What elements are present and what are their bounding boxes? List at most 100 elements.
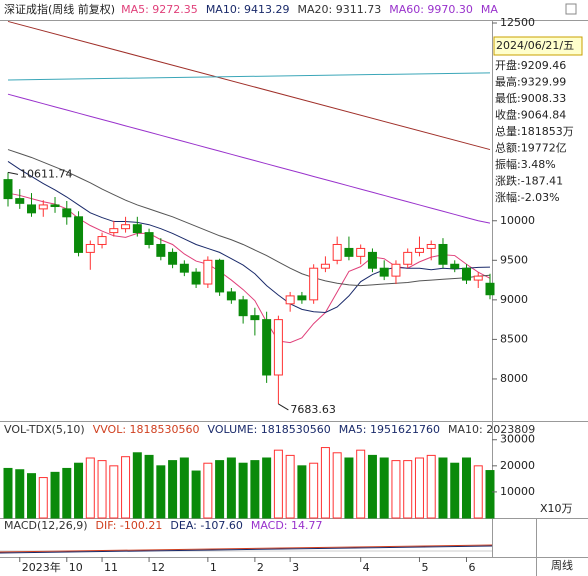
y-tick-label: 8000 <box>500 372 528 385</box>
info-row-bg <box>494 173 582 190</box>
macd-legend: DEA: -107.60 <box>170 519 242 532</box>
candle-body <box>285 295 295 305</box>
legend-entry: MA60: 9970.30 <box>389 3 473 16</box>
x-tick-label: 1 <box>210 561 217 574</box>
candle-body <box>121 224 131 230</box>
candle-body <box>168 251 178 265</box>
info-value: -187.41 <box>521 175 563 188</box>
annotation-arrow <box>278 403 289 411</box>
candle-body <box>15 198 25 204</box>
info-row-bg <box>494 140 582 157</box>
candle-body <box>367 251 377 269</box>
volume-bar <box>285 454 295 519</box>
candle-body <box>461 267 471 281</box>
candle-body <box>38 204 48 210</box>
volume-bar <box>226 457 236 519</box>
y-tick-label: 12500 <box>500 16 535 29</box>
info-label: 涨幅: <box>495 191 521 204</box>
volume-bar <box>132 452 142 519</box>
candle-body <box>344 247 354 257</box>
settings-button[interactable] <box>565 3 577 15</box>
long-ma-line <box>7 72 491 81</box>
x-tick-label: 5 <box>421 561 428 574</box>
info-label: 收盘: <box>495 108 521 122</box>
volume-bar <box>97 460 107 519</box>
volume-unit: X10万 <box>540 502 573 515</box>
candle-body <box>62 208 72 218</box>
volume-bar <box>27 473 37 519</box>
volume-y-tick-label: 10000 <box>500 485 535 498</box>
volume-bar <box>262 457 272 519</box>
info-value: 3.48% <box>521 158 556 171</box>
candle-body <box>262 319 272 376</box>
volume-bar <box>168 460 178 519</box>
volume-bar <box>426 454 436 519</box>
volume-bar <box>356 449 366 519</box>
x-tick-label: 2 <box>257 561 264 574</box>
volume-bar <box>215 460 225 519</box>
volume-bar <box>238 462 248 519</box>
info-label: 最低: <box>495 92 521 105</box>
candle-body <box>238 299 248 317</box>
annotation-label: 7683.63 <box>290 403 336 416</box>
volume-bar <box>438 457 448 519</box>
volume-bar <box>344 457 354 519</box>
volume-legend: MA5: 1951621760 <box>339 423 440 436</box>
candle-body <box>297 295 307 301</box>
info-value: 9064.84 <box>521 109 567 122</box>
candle-body <box>191 271 201 285</box>
candle-body <box>27 204 37 214</box>
period-label: 周线 <box>551 558 573 572</box>
candle-body <box>179 263 189 273</box>
macd-dif-sketch <box>0 544 493 553</box>
volume-bar <box>144 454 154 519</box>
volume-bar <box>485 470 495 519</box>
info-value: 181853万 <box>521 125 574 138</box>
y-tick-label: 8500 <box>500 332 528 345</box>
info-label: 总量: <box>495 124 521 138</box>
info-value: 9329.99 <box>521 76 567 89</box>
volume-bar <box>391 460 401 519</box>
candle-body <box>273 319 283 376</box>
y-tick-label: 9000 <box>500 293 528 306</box>
candle-body <box>50 204 60 208</box>
volume-bar <box>461 457 471 519</box>
volume-bar <box>250 460 260 519</box>
volume-bar <box>15 469 25 519</box>
volume-bar <box>38 477 48 519</box>
candle-body <box>74 216 84 253</box>
candle-body <box>356 247 366 257</box>
volume-bar <box>74 462 84 519</box>
volume-bar <box>403 460 413 519</box>
info-row-bg <box>494 91 582 107</box>
macd-legend: MACD(12,26,9) <box>4 519 88 532</box>
ma-line <box>7 149 491 287</box>
ma-line <box>7 161 491 314</box>
info-row-bg <box>494 74 582 91</box>
info-row-bg <box>494 124 582 140</box>
candle-body <box>426 243 436 249</box>
candle-body <box>144 232 154 245</box>
info-value: 9008.33 <box>521 92 567 105</box>
info-label: 最高: <box>495 75 521 89</box>
macd-legend: MACD: 14.77 <box>251 519 323 532</box>
candle-body <box>250 315 260 321</box>
candle-body <box>379 267 389 277</box>
candle-body <box>3 179 13 200</box>
volume-bar <box>156 465 166 519</box>
info-value: 19772亿 <box>521 142 567 155</box>
volume-y-tick-label: 30000 <box>500 433 535 446</box>
info-label: 振幅: <box>495 157 521 171</box>
volume-bar <box>191 470 201 519</box>
volume-y-tick-label: 20000 <box>500 459 535 472</box>
x-tick-label: 11 <box>104 561 118 574</box>
volume-bar <box>121 456 131 519</box>
volume-bar <box>379 457 389 519</box>
info-value: 9209.46 <box>521 59 567 72</box>
volume-bar <box>203 462 213 519</box>
volume-legend: VOLUME: 1818530560 <box>208 423 331 436</box>
candle-body <box>332 243 342 261</box>
volume-bar <box>320 447 330 519</box>
long-ma-line <box>7 20 491 151</box>
candle-body <box>414 247 424 253</box>
